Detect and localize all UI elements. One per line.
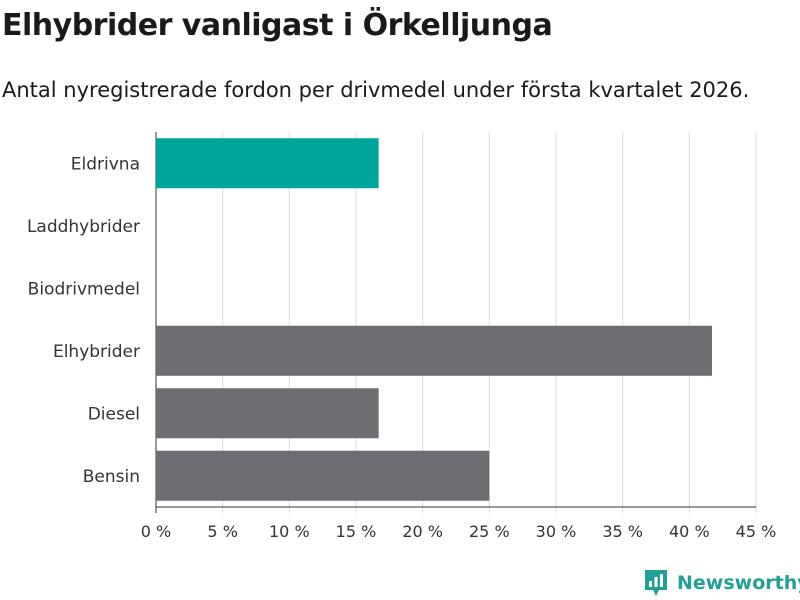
x-tick-label: 40 % [669,522,710,541]
y-category-label: Laddhybrider [27,217,140,237]
x-tick-label: 0 % [141,522,171,541]
y-category-label: Eldrivna [71,154,140,174]
x-tick-label: 10 % [269,522,310,541]
y-category-label: Elhybrider [53,342,140,362]
newsworthy-logo-icon [645,570,667,596]
bar [156,450,490,501]
x-tick-label: 25 % [469,522,510,541]
y-category-label: Diesel [88,404,140,424]
brand-logo: Newsworthy [643,568,800,598]
y-category-label: Biodrivmedel [28,279,140,299]
bar [156,138,379,189]
x-tick-label: 5 % [207,522,237,541]
bar-chart: 0 % 5 % 10 % 15 % 20 % 25 % 30 % 35 % 40 % 45 % El… [27,132,777,541]
brand-name: Newsworthy [677,572,800,594]
x-tick-label: 30 % [536,522,577,541]
bar [156,325,712,376]
x-tick-label: 20 % [402,522,443,541]
y-category-label: Bensin [83,467,140,487]
x-tick-label: 35 % [602,522,643,541]
bar [156,388,379,439]
chart-subtitle: Antal nyregistrerade fordon per drivmede… [2,78,750,102]
chart-title: Elhybrider vanligast i Örkelljunga [2,8,553,43]
x-tick-label: 15 % [336,522,377,541]
x-tick-label: 45 % [736,522,777,541]
